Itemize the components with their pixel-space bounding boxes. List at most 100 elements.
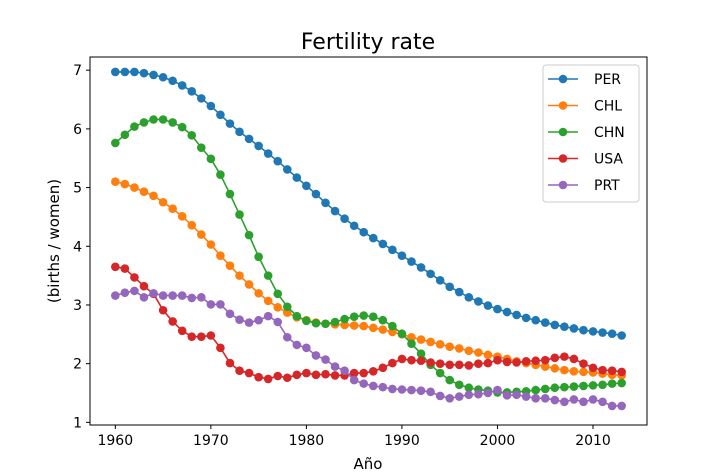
- data-point: [493, 385, 502, 395]
- x-tick-label: 2010: [575, 433, 611, 449]
- x-tick-label: 2000: [480, 433, 516, 449]
- data-point: [445, 394, 455, 403]
- data-point: [416, 356, 426, 366]
- data-point: [521, 392, 531, 401]
- data-point: [512, 390, 521, 400]
- data-point: [273, 371, 283, 381]
- data-point: [474, 359, 483, 368]
- legend-item-chn: CHN: [548, 125, 625, 141]
- legend-swatch-marker: [558, 101, 568, 110]
- data-point: [540, 355, 550, 365]
- data-point: [225, 261, 235, 270]
- data-point: [550, 383, 560, 393]
- data-point: [321, 355, 330, 364]
- data-point: [187, 220, 197, 230]
- data-point: [445, 375, 455, 385]
- data-point: [560, 365, 569, 375]
- data-point: [569, 324, 579, 333]
- data-point: [244, 134, 254, 144]
- data-point: [177, 291, 187, 300]
- data-point: [177, 122, 187, 132]
- data-point: [321, 198, 330, 208]
- data-point: [158, 291, 168, 300]
- data-point: [598, 397, 607, 407]
- data-point: [550, 364, 560, 373]
- legend-label: CHL: [594, 99, 622, 115]
- data-point: [540, 362, 550, 371]
- legend-item-chl: CHL: [548, 99, 622, 115]
- data-point: [560, 352, 569, 361]
- data-point: [474, 297, 483, 306]
- data-point: [407, 332, 416, 342]
- data-point: [120, 179, 130, 189]
- data-point: [416, 335, 426, 344]
- data-point: [187, 293, 197, 303]
- data-point: [120, 264, 130, 273]
- data-point: [368, 312, 378, 322]
- data-point: [531, 394, 540, 403]
- data-point: [197, 94, 206, 103]
- data-point: [111, 262, 120, 272]
- x-tick-label: 1960: [97, 433, 133, 449]
- data-point: [435, 276, 445, 285]
- data-point: [263, 311, 273, 321]
- data-point: [216, 251, 225, 260]
- data-point: [263, 271, 273, 280]
- data-point: [168, 291, 177, 300]
- data-point: [607, 366, 617, 376]
- y-tick-label: 7: [73, 63, 82, 79]
- data-point: [244, 230, 254, 240]
- data-point: [378, 363, 388, 373]
- data-point: [197, 230, 206, 239]
- data-point: [598, 328, 607, 337]
- data-point: [464, 346, 474, 356]
- data-point: [588, 363, 598, 373]
- data-point: [340, 366, 349, 376]
- data-point: [206, 240, 216, 249]
- data-point: [483, 358, 493, 368]
- data-point: [521, 357, 531, 366]
- data-point: [139, 187, 149, 196]
- x-tick-label: 1970: [193, 433, 229, 449]
- data-point: [550, 395, 560, 405]
- data-point: [502, 357, 512, 367]
- series-chn: [111, 115, 626, 397]
- data-point: [206, 300, 216, 309]
- data-point: [302, 368, 311, 378]
- data-point: [349, 368, 359, 378]
- data-point: [321, 369, 330, 379]
- data-point: [330, 206, 340, 216]
- data-point: [235, 366, 244, 376]
- series-line-chl: [115, 180, 622, 377]
- data-point: [197, 332, 206, 341]
- data-point: [273, 289, 283, 299]
- data-point: [397, 251, 407, 260]
- data-point: [168, 317, 177, 326]
- data-point: [388, 384, 397, 394]
- data-point: [388, 358, 397, 368]
- data-point: [454, 380, 464, 390]
- data-point: [550, 353, 560, 363]
- data-point: [168, 204, 177, 214]
- data-point: [569, 382, 579, 391]
- data-point: [560, 382, 569, 392]
- y-axis-label: (births / women): [45, 179, 63, 303]
- data-point: [282, 373, 292, 383]
- data-point: [149, 191, 158, 201]
- data-point: [464, 361, 474, 370]
- data-point: [531, 315, 540, 325]
- data-point: [206, 154, 216, 164]
- legend: PER CHL CHN USA PRT: [542, 64, 640, 203]
- data-point: [120, 67, 130, 77]
- data-point: [149, 70, 158, 80]
- data-point: [435, 340, 445, 349]
- data-point: [598, 380, 607, 390]
- data-point: [187, 87, 197, 96]
- data-point: [139, 281, 149, 291]
- legend-item-prt: PRT: [548, 178, 620, 194]
- data-point: [579, 359, 588, 368]
- data-point: [235, 127, 244, 137]
- data-point: [254, 141, 263, 151]
- data-point: [416, 263, 426, 272]
